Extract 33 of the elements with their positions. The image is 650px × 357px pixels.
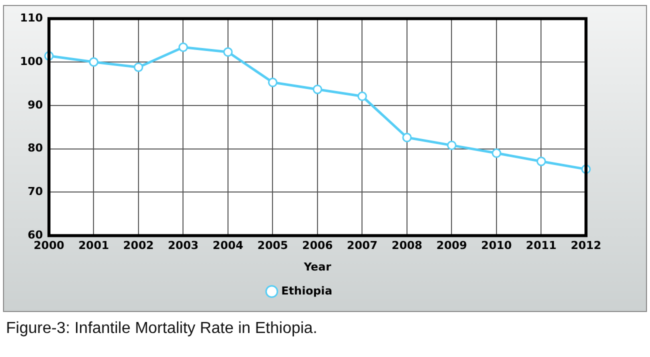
y-tick-label: 80 [28, 142, 44, 155]
x-tick-label: 2005 [257, 239, 288, 252]
y-tick-label: 70 [28, 185, 44, 198]
point [357, 92, 367, 102]
point [268, 78, 278, 88]
point [492, 148, 502, 158]
point [223, 47, 233, 57]
x-tick-label: 2007 [346, 239, 378, 252]
x-tick-label: 2008 [392, 239, 422, 252]
y-tick-label: 100 [20, 54, 44, 68]
x-tick-label: 2012 [570, 239, 602, 252]
x-tick-label: 2011 [526, 239, 557, 252]
y-tick-label: 110 [20, 11, 44, 24]
x-tick-label: 2001 [78, 239, 110, 252]
point [536, 156, 546, 166]
x-tick-label: 2010 [481, 239, 512, 252]
x-tick-label: 2003 [168, 239, 199, 252]
point [312, 84, 322, 94]
x-tick-label: 2000 [34, 239, 65, 252]
point [88, 57, 98, 67]
point [134, 62, 144, 72]
text: Figure-3: Infantile Mortality Rate in Ethiopia. [6, 320, 318, 338]
x-axis-title: Year [302, 260, 332, 274]
y-tick-label: 90 [28, 98, 44, 112]
point [178, 42, 188, 52]
legend-label: Ethiopia [281, 284, 332, 298]
x-tick-label: 2002 [123, 239, 154, 252]
point [402, 132, 412, 142]
point [446, 140, 456, 150]
y-tick-label: 60 [28, 228, 44, 242]
x-tick-label: 2006 [302, 239, 334, 252]
x-tick-label: 2009 [436, 239, 468, 252]
x-tick-label: 2004 [212, 239, 244, 252]
